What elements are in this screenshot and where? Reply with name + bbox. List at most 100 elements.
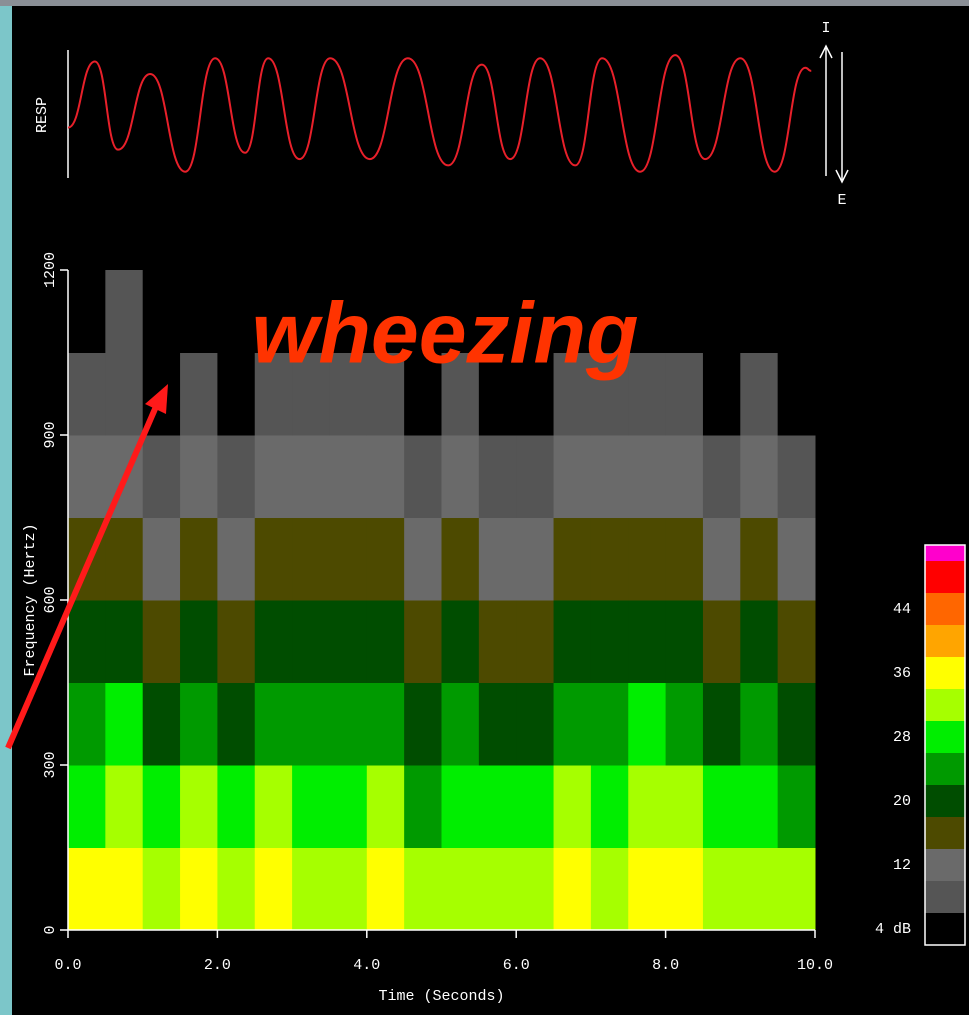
- spectrogram-cell: [590, 765, 629, 848]
- x-axis-label: Time (Seconds): [378, 988, 504, 1005]
- spectrogram-cell: [292, 847, 330, 931]
- spectrogram-cell: [478, 847, 517, 931]
- spectrogram-cell: [68, 435, 106, 518]
- spectrogram-cell: [404, 270, 442, 353]
- colorbar-swatch: [925, 561, 965, 593]
- spectrogram-cell: [217, 600, 256, 683]
- spectrogram-cell: [180, 600, 218, 683]
- spectrogram-cell: [217, 435, 256, 518]
- spectrogram-cell: [665, 765, 704, 848]
- spectrogram-cell: [180, 847, 218, 931]
- spectrogram-cell: [628, 270, 667, 353]
- spectrogram-cell: [404, 600, 442, 683]
- spectrogram-cell: [404, 682, 442, 766]
- spectrogram-cell: [105, 600, 144, 683]
- colorbar-swatch: [925, 881, 965, 913]
- spectrogram-cell: [665, 270, 704, 353]
- spectrogram-cell: [329, 352, 368, 436]
- spectrogram-cell: [68, 352, 106, 436]
- colorbar-tick-label: 20: [893, 793, 911, 810]
- spectrogram-cell: [665, 517, 704, 601]
- spectrogram-cell: [142, 435, 181, 518]
- spectrogram-cell: [740, 847, 779, 931]
- spectrogram-cell: [740, 682, 779, 766]
- spectrogram-cell: [590, 847, 629, 931]
- colorbar-swatch: [925, 657, 965, 689]
- spectrogram-cell: [777, 270, 816, 353]
- y-tick-label: 0: [42, 925, 59, 934]
- spectrogram-cell: [516, 352, 555, 436]
- spectrogram-cell: [553, 765, 592, 848]
- spectrogram-cell: [329, 765, 368, 848]
- pointer-arrowhead: [145, 384, 168, 414]
- arrow-head: [819, 44, 833, 59]
- spectrogram-cell: [777, 765, 816, 848]
- spectrogram-cell: [516, 517, 555, 601]
- spectrogram-cell: [740, 352, 779, 436]
- colorbar-swatch: [925, 593, 965, 625]
- spectrogram-cell: [68, 270, 106, 353]
- spectrogram-cell: [142, 682, 181, 766]
- spectrogram-cell: [665, 352, 704, 436]
- spectrogram-cell: [665, 847, 704, 931]
- spectrogram-cell: [590, 270, 629, 353]
- arrow-head: [835, 169, 849, 184]
- spectrogram-cell: [590, 682, 629, 766]
- spectrogram-cell: [366, 682, 405, 766]
- colorbar-swatch: [925, 545, 965, 561]
- spectrogram-cell: [441, 600, 480, 683]
- spectrogram-cell: [105, 847, 144, 931]
- spectrogram-cell: [516, 847, 555, 931]
- colorbar-swatch: [925, 817, 965, 849]
- spectrogram-cell: [777, 600, 816, 683]
- x-tick-label: 2.0: [204, 957, 231, 974]
- spectrogram-cell: [628, 600, 667, 683]
- spectrogram-cell: [702, 435, 741, 518]
- spectrogram-cell: [105, 270, 144, 353]
- spectrogram-cell: [68, 847, 106, 931]
- spectrogram-cell: [590, 517, 629, 601]
- spectrogram-cell: [180, 270, 218, 353]
- spectrogram-cell: [553, 847, 592, 931]
- spectrogram-cell: [366, 352, 405, 436]
- spectrogram-cell: [105, 352, 144, 436]
- spectrogram-cell: [777, 435, 816, 518]
- spectrogram-cell: [180, 765, 218, 848]
- spectrogram-cell: [665, 600, 704, 683]
- spectrogram-cell: [702, 270, 741, 353]
- spectrogram-cell: [702, 847, 741, 931]
- spectrogram-cell: [180, 682, 218, 766]
- spectrogram-cell: [105, 765, 144, 848]
- y-axis-label: RESP: [34, 97, 51, 133]
- spectrogram-cell: [217, 682, 256, 766]
- spectrogram-cell: [254, 517, 293, 601]
- spectrogram-cell: [553, 270, 592, 353]
- spectrogram-cell: [142, 765, 181, 848]
- spectrogram-cell: [105, 517, 144, 601]
- spectrogram-cell: [478, 270, 517, 353]
- spectrogram-cell: [628, 765, 667, 848]
- spectrogram-cell: [142, 847, 181, 931]
- spectrogram-cell: [142, 270, 181, 353]
- spectrogram-cell: [254, 270, 293, 353]
- spectrogram-cell: [404, 435, 442, 518]
- spectrogram-cell: [254, 352, 293, 436]
- colorbar-swatch: [925, 689, 965, 721]
- colorbar-swatch: [925, 913, 965, 945]
- colorbar-swatch: [925, 721, 965, 753]
- spectrogram-cell: [329, 270, 368, 353]
- spectrogram-cell: [478, 765, 517, 848]
- colorbar-tick-label: 4 dB: [875, 921, 911, 938]
- spectrogram-cell: [292, 765, 330, 848]
- spectrogram-cell: [740, 765, 779, 848]
- spectrogram-cell: [254, 765, 293, 848]
- spectrogram-cell: [777, 517, 816, 601]
- colorbar-swatch: [925, 849, 965, 881]
- spectrogram-cell: [105, 682, 144, 766]
- spectrogram-cell: [329, 435, 368, 518]
- spectrogram-cell: [180, 352, 218, 436]
- y-axis-label: Frequency (Hertz): [22, 523, 39, 676]
- spectrogram-cell: [516, 270, 555, 353]
- spectrogram-cell: [441, 270, 480, 353]
- annotation: I: [821, 20, 830, 37]
